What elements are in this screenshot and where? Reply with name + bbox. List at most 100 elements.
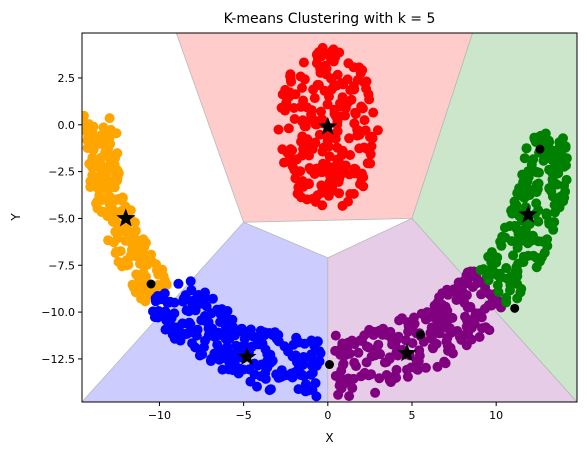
cluster-3-point bbox=[465, 301, 476, 312]
cluster-4-point bbox=[520, 224, 531, 235]
cluster-1-point bbox=[151, 265, 162, 276]
cluster-4-point bbox=[541, 210, 552, 221]
cluster-3-point bbox=[336, 373, 347, 384]
x-tick-label: −5 bbox=[236, 409, 252, 422]
cluster-0-point bbox=[311, 49, 322, 60]
cluster-2-point bbox=[298, 355, 309, 366]
cluster-1-point bbox=[87, 125, 98, 136]
cluster-0-point bbox=[273, 124, 284, 135]
cluster-2-point bbox=[162, 323, 173, 334]
cluster-3-point bbox=[343, 337, 354, 348]
cluster-2-point bbox=[306, 369, 316, 380]
cluster-2-point bbox=[159, 288, 170, 299]
cluster-2-point bbox=[255, 337, 266, 348]
cluster-1-point bbox=[115, 246, 126, 257]
cluster-4-point bbox=[544, 137, 555, 148]
cluster-4-point bbox=[487, 265, 498, 276]
cluster-0-point bbox=[297, 82, 307, 93]
cluster-4-point bbox=[560, 141, 571, 152]
cluster-0-point bbox=[362, 158, 373, 169]
cluster-0-point bbox=[359, 115, 370, 126]
cluster-2-point bbox=[222, 342, 233, 353]
cluster-4-point bbox=[501, 263, 512, 273]
cluster-1-point bbox=[142, 251, 153, 262]
cluster-0-point bbox=[332, 69, 343, 80]
cluster-3-point bbox=[426, 322, 437, 333]
cluster-4-point bbox=[528, 250, 539, 261]
cluster-3-point bbox=[485, 289, 496, 300]
cluster-0-point bbox=[301, 102, 312, 113]
cluster-4-point bbox=[505, 277, 516, 288]
cluster-0-point bbox=[348, 188, 359, 199]
cluster-0-point bbox=[292, 188, 303, 199]
cluster-0-point bbox=[350, 107, 361, 118]
cluster-0-point bbox=[345, 150, 356, 160]
cluster-1-point bbox=[107, 216, 118, 227]
cluster-3-point bbox=[429, 300, 440, 311]
cluster-2-point bbox=[222, 306, 233, 316]
cluster-0-point bbox=[334, 188, 345, 199]
cluster-0-point bbox=[318, 142, 329, 153]
cluster-2-point bbox=[260, 368, 271, 379]
cluster-3-point bbox=[486, 300, 497, 311]
cluster-2-point bbox=[248, 331, 259, 342]
cluster-0-point bbox=[361, 143, 372, 154]
cluster-3-point bbox=[414, 345, 425, 356]
cluster-2-point bbox=[169, 297, 180, 308]
x-axis-ticks: −10 −5 0 5 10 bbox=[148, 402, 503, 422]
cluster-3-point bbox=[466, 334, 477, 345]
cluster-2-point bbox=[307, 354, 318, 365]
y-tick-label: −10.0 bbox=[41, 306, 75, 319]
y-axis-ticks: 2.5 0.0 −2.5 −5.0 −7.5 −10.0 −12.5 bbox=[41, 72, 82, 366]
cluster-4-point bbox=[548, 177, 559, 188]
cluster-3-point bbox=[330, 330, 341, 341]
cluster-0-point bbox=[286, 76, 297, 87]
cluster-1-point bbox=[134, 244, 145, 254]
cluster-2-point bbox=[230, 330, 240, 341]
cluster-3-point bbox=[393, 331, 404, 342]
cluster-0-point bbox=[297, 178, 308, 188]
cluster-2-point bbox=[302, 385, 313, 396]
cluster-1-point bbox=[105, 192, 116, 203]
cluster-0-point bbox=[300, 121, 311, 132]
centroid-star-1 bbox=[116, 208, 136, 227]
cluster-4-point bbox=[559, 161, 570, 172]
cluster-4-point bbox=[538, 155, 549, 166]
cluster-4-point bbox=[546, 186, 557, 197]
cluster-2-point bbox=[217, 364, 228, 375]
cluster-2-point bbox=[152, 312, 163, 323]
cluster-1-point bbox=[91, 198, 102, 209]
cluster-3-point bbox=[368, 326, 379, 337]
cluster-3-point bbox=[391, 372, 402, 383]
y-tick-label: −12.5 bbox=[41, 353, 75, 366]
cluster-2-point bbox=[244, 364, 255, 375]
cluster-4-point bbox=[558, 133, 568, 144]
cluster-1-point bbox=[138, 234, 149, 245]
cluster-3-point bbox=[412, 357, 422, 367]
cluster-2-point bbox=[166, 313, 177, 324]
cluster-4-point bbox=[527, 230, 538, 241]
cluster-0-point bbox=[279, 157, 289, 168]
cluster-2-point bbox=[227, 314, 238, 325]
cluster-3-point bbox=[391, 364, 402, 375]
cluster-2-point bbox=[182, 319, 193, 329]
cluster-3-point bbox=[400, 335, 411, 346]
cluster-0-point bbox=[326, 53, 336, 64]
cluster-1-point bbox=[111, 128, 122, 139]
cluster-1-point bbox=[87, 152, 98, 163]
cluster-3-point bbox=[443, 323, 454, 334]
cluster-3-point bbox=[434, 328, 445, 339]
cluster-4-point bbox=[548, 224, 559, 235]
cluster-4-point bbox=[501, 297, 512, 308]
cluster-3-point bbox=[432, 361, 443, 372]
cluster-1-point bbox=[120, 235, 131, 246]
cluster-0-point bbox=[322, 99, 333, 110]
centroids bbox=[116, 116, 538, 366]
cluster-0-point bbox=[309, 93, 320, 104]
cluster-0-point bbox=[345, 85, 356, 96]
x-tick-label: 10 bbox=[489, 409, 503, 422]
cluster-2-point bbox=[207, 293, 218, 304]
cluster-2-point bbox=[175, 335, 186, 346]
cluster-2-point bbox=[224, 355, 235, 366]
cluster-4-point bbox=[519, 153, 530, 164]
